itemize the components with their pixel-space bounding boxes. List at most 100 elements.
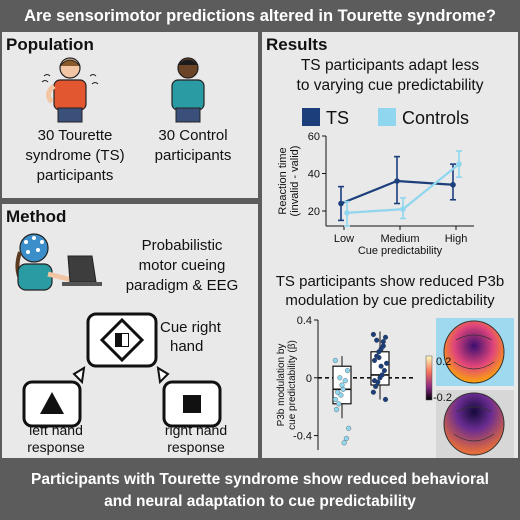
eeg-participant-icon (15, 233, 102, 291)
box-data-point (342, 378, 348, 384)
cue-label-line-1: Cue right (160, 319, 221, 336)
results-panel (262, 32, 518, 458)
results-subtitle-2: TS participants show reduced P3b modulat… (262, 272, 518, 310)
box-data-point (380, 339, 386, 345)
y-axis-label: cue predictability (β) (287, 340, 298, 430)
data-point (456, 161, 462, 167)
y-axis-label: P3b modulation by (276, 344, 287, 427)
data-point (400, 206, 406, 212)
ts-group-line-3: participants (36, 167, 114, 184)
box-data-point (371, 378, 378, 384)
box-data-point (377, 375, 383, 381)
ts-group-line-2: syndrome (TS) (25, 147, 125, 164)
box-data-point (343, 435, 349, 441)
colorbar-max-label: 0.2 (436, 356, 452, 368)
paradigm-diagram (22, 312, 222, 428)
control-group-line-2: participants (154, 147, 232, 164)
box-data-point (382, 334, 389, 340)
legend-swatch-ts (302, 108, 320, 126)
footer-line-2: and neural adaptation to cue predictabil… (104, 493, 416, 510)
box-data-point (374, 337, 380, 343)
main-title: Are sensorimotor predictions altered in … (24, 7, 496, 25)
colorbar-min-label: -0.2 (433, 392, 452, 404)
method-desc-line-1: Probabilistic (141, 237, 223, 254)
arrow-right-icon (156, 366, 170, 385)
data-point (344, 210, 350, 216)
control-group-label: 30 Control participants (130, 126, 256, 166)
data-point (394, 178, 400, 184)
x-axis-label: Cue predictability (358, 245, 443, 257)
x-tick-label: Medium (380, 233, 419, 245)
ts-person-icon (41, 57, 99, 123)
y-axis-label: (invalid - valid) (289, 146, 301, 217)
y-axis-label: Reaction time (277, 147, 289, 214)
box-data-point (376, 349, 382, 355)
results-heading: Results (266, 35, 328, 54)
box-data-point (339, 382, 345, 388)
data-point (450, 181, 456, 188)
y-tick-label: 0 (306, 373, 312, 385)
y-tick-label: -0.4 (293, 431, 312, 443)
method-heading: Method (6, 207, 67, 226)
subtitle2-line-1: TS participants show reduced P3b (275, 273, 505, 290)
population-panel (2, 32, 258, 198)
data-point (338, 200, 344, 207)
box-data-point (336, 401, 342, 407)
ts-group-label: 30 Tourette syndrome (TS) participants (10, 126, 140, 186)
control-group-line-1: 30 Control (158, 127, 228, 144)
right-label-line-2: response (167, 439, 225, 455)
legend-label-controls: Controls (402, 108, 469, 128)
y-tick-label: 0.4 (297, 315, 312, 327)
box-data-point (340, 386, 346, 392)
box-data-point (341, 440, 347, 446)
ts-group-line-1: 30 Tourette (37, 127, 113, 144)
right-label-line-1: right hand (164, 422, 228, 438)
footer-line-1: Participants with Tourette syndrome show… (31, 471, 489, 488)
box-data-point (380, 343, 386, 349)
x-tick-label: Low (334, 233, 354, 245)
subtitle2-line-2: modulation by cue predictability (285, 292, 495, 309)
legend-swatch-controls (378, 108, 396, 126)
cue-diamond-icon (99, 317, 145, 363)
square-icon (183, 395, 201, 413)
method-desc-line-3: paradigm & EEG (125, 277, 239, 294)
subtitle1-line-1: TS participants adapt less (300, 57, 480, 74)
box-data-point (381, 368, 387, 374)
topomap-controls (443, 320, 505, 384)
colorbar-gradient (425, 355, 433, 401)
footer-conclusion: Participants with Tourette syndrome show… (0, 462, 520, 520)
box-data-point (376, 355, 382, 361)
method-description: Probabilistic motor cueing paradigm & EE… (104, 236, 260, 296)
box-data-point (370, 389, 376, 395)
subtitle1-line-2: to varying cue predictability (296, 77, 484, 94)
box-data-point (373, 383, 379, 389)
x-tick-label: High (445, 233, 468, 245)
results-subtitle-1: TS participants adapt less to varying cu… (262, 56, 518, 96)
box-data-point (370, 331, 376, 337)
box-data-point (333, 407, 340, 413)
box-data-point (332, 396, 338, 402)
left-response-label: left hand response (6, 422, 106, 456)
arrow-left-icon (72, 366, 86, 385)
box-data-point (371, 357, 378, 363)
left-label-line-1: left hand (29, 422, 83, 438)
box-data-point (335, 389, 341, 395)
box-data-point (382, 396, 389, 402)
topography-maps (436, 318, 514, 458)
method-desc-line-2: motor cueing (138, 257, 226, 274)
cue-label: Cue right hand (160, 318, 240, 356)
topomap-ts (443, 392, 505, 456)
legend-label-ts: TS (326, 108, 349, 128)
y-tick-label: 40 (308, 169, 320, 181)
cue-label-line-2: hand (170, 338, 204, 355)
box-data-point (346, 425, 352, 431)
box-data-point (344, 368, 351, 374)
box-data-point (384, 360, 390, 366)
box-data-point (337, 375, 343, 381)
box-data-point (378, 363, 384, 369)
control-person-icon (171, 57, 205, 123)
left-label-line-2: response (27, 439, 85, 455)
right-response-label: right hand response (146, 422, 246, 456)
